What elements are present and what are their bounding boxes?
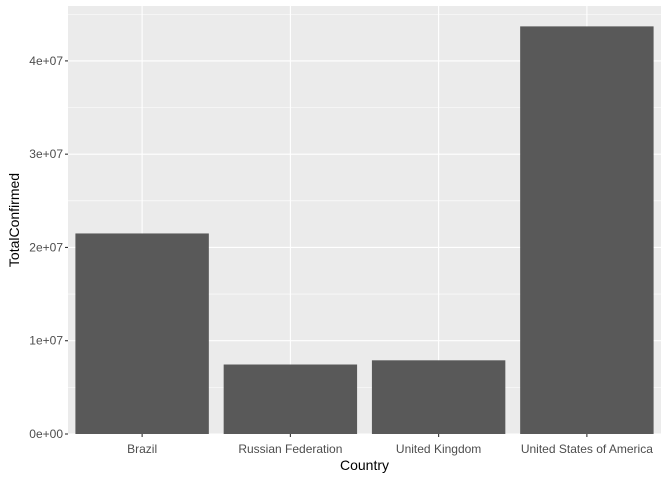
y-tick-label: 4e+07 [29,54,63,68]
x-tick-label: Russian Federation [238,442,342,456]
y-tick-label: 1e+07 [29,334,63,348]
y-tick-label: 2e+07 [29,240,63,254]
x-tick-label: United Kingdom [396,442,481,456]
bars [75,26,654,435]
x-tick-label: Brazil [127,442,157,456]
bar [520,26,654,435]
y-tick-label: 0e+00 [29,427,63,441]
bar [371,360,506,434]
y-axis-title: TotalConfirmed [6,173,22,267]
bar [75,233,209,434]
axes: 0e+00 1e+07 2e+07 3e+07 4e+07 Brazil Russian F… [29,54,653,456]
x-axis-title: Country [340,457,389,473]
bar [223,364,358,434]
y-tick-label: 3e+07 [29,147,63,161]
x-tick-label: United States of America [521,442,653,456]
